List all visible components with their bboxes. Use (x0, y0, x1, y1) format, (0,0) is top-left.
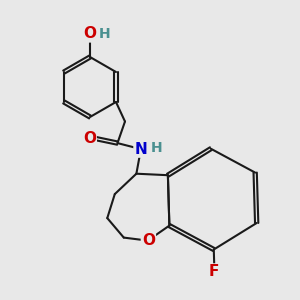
Text: O: O (83, 26, 97, 41)
Text: O: O (83, 131, 96, 146)
Text: H: H (99, 27, 111, 41)
Text: F: F (209, 265, 220, 280)
Text: H: H (151, 141, 162, 154)
Text: O: O (142, 233, 155, 248)
Text: N: N (134, 142, 147, 157)
